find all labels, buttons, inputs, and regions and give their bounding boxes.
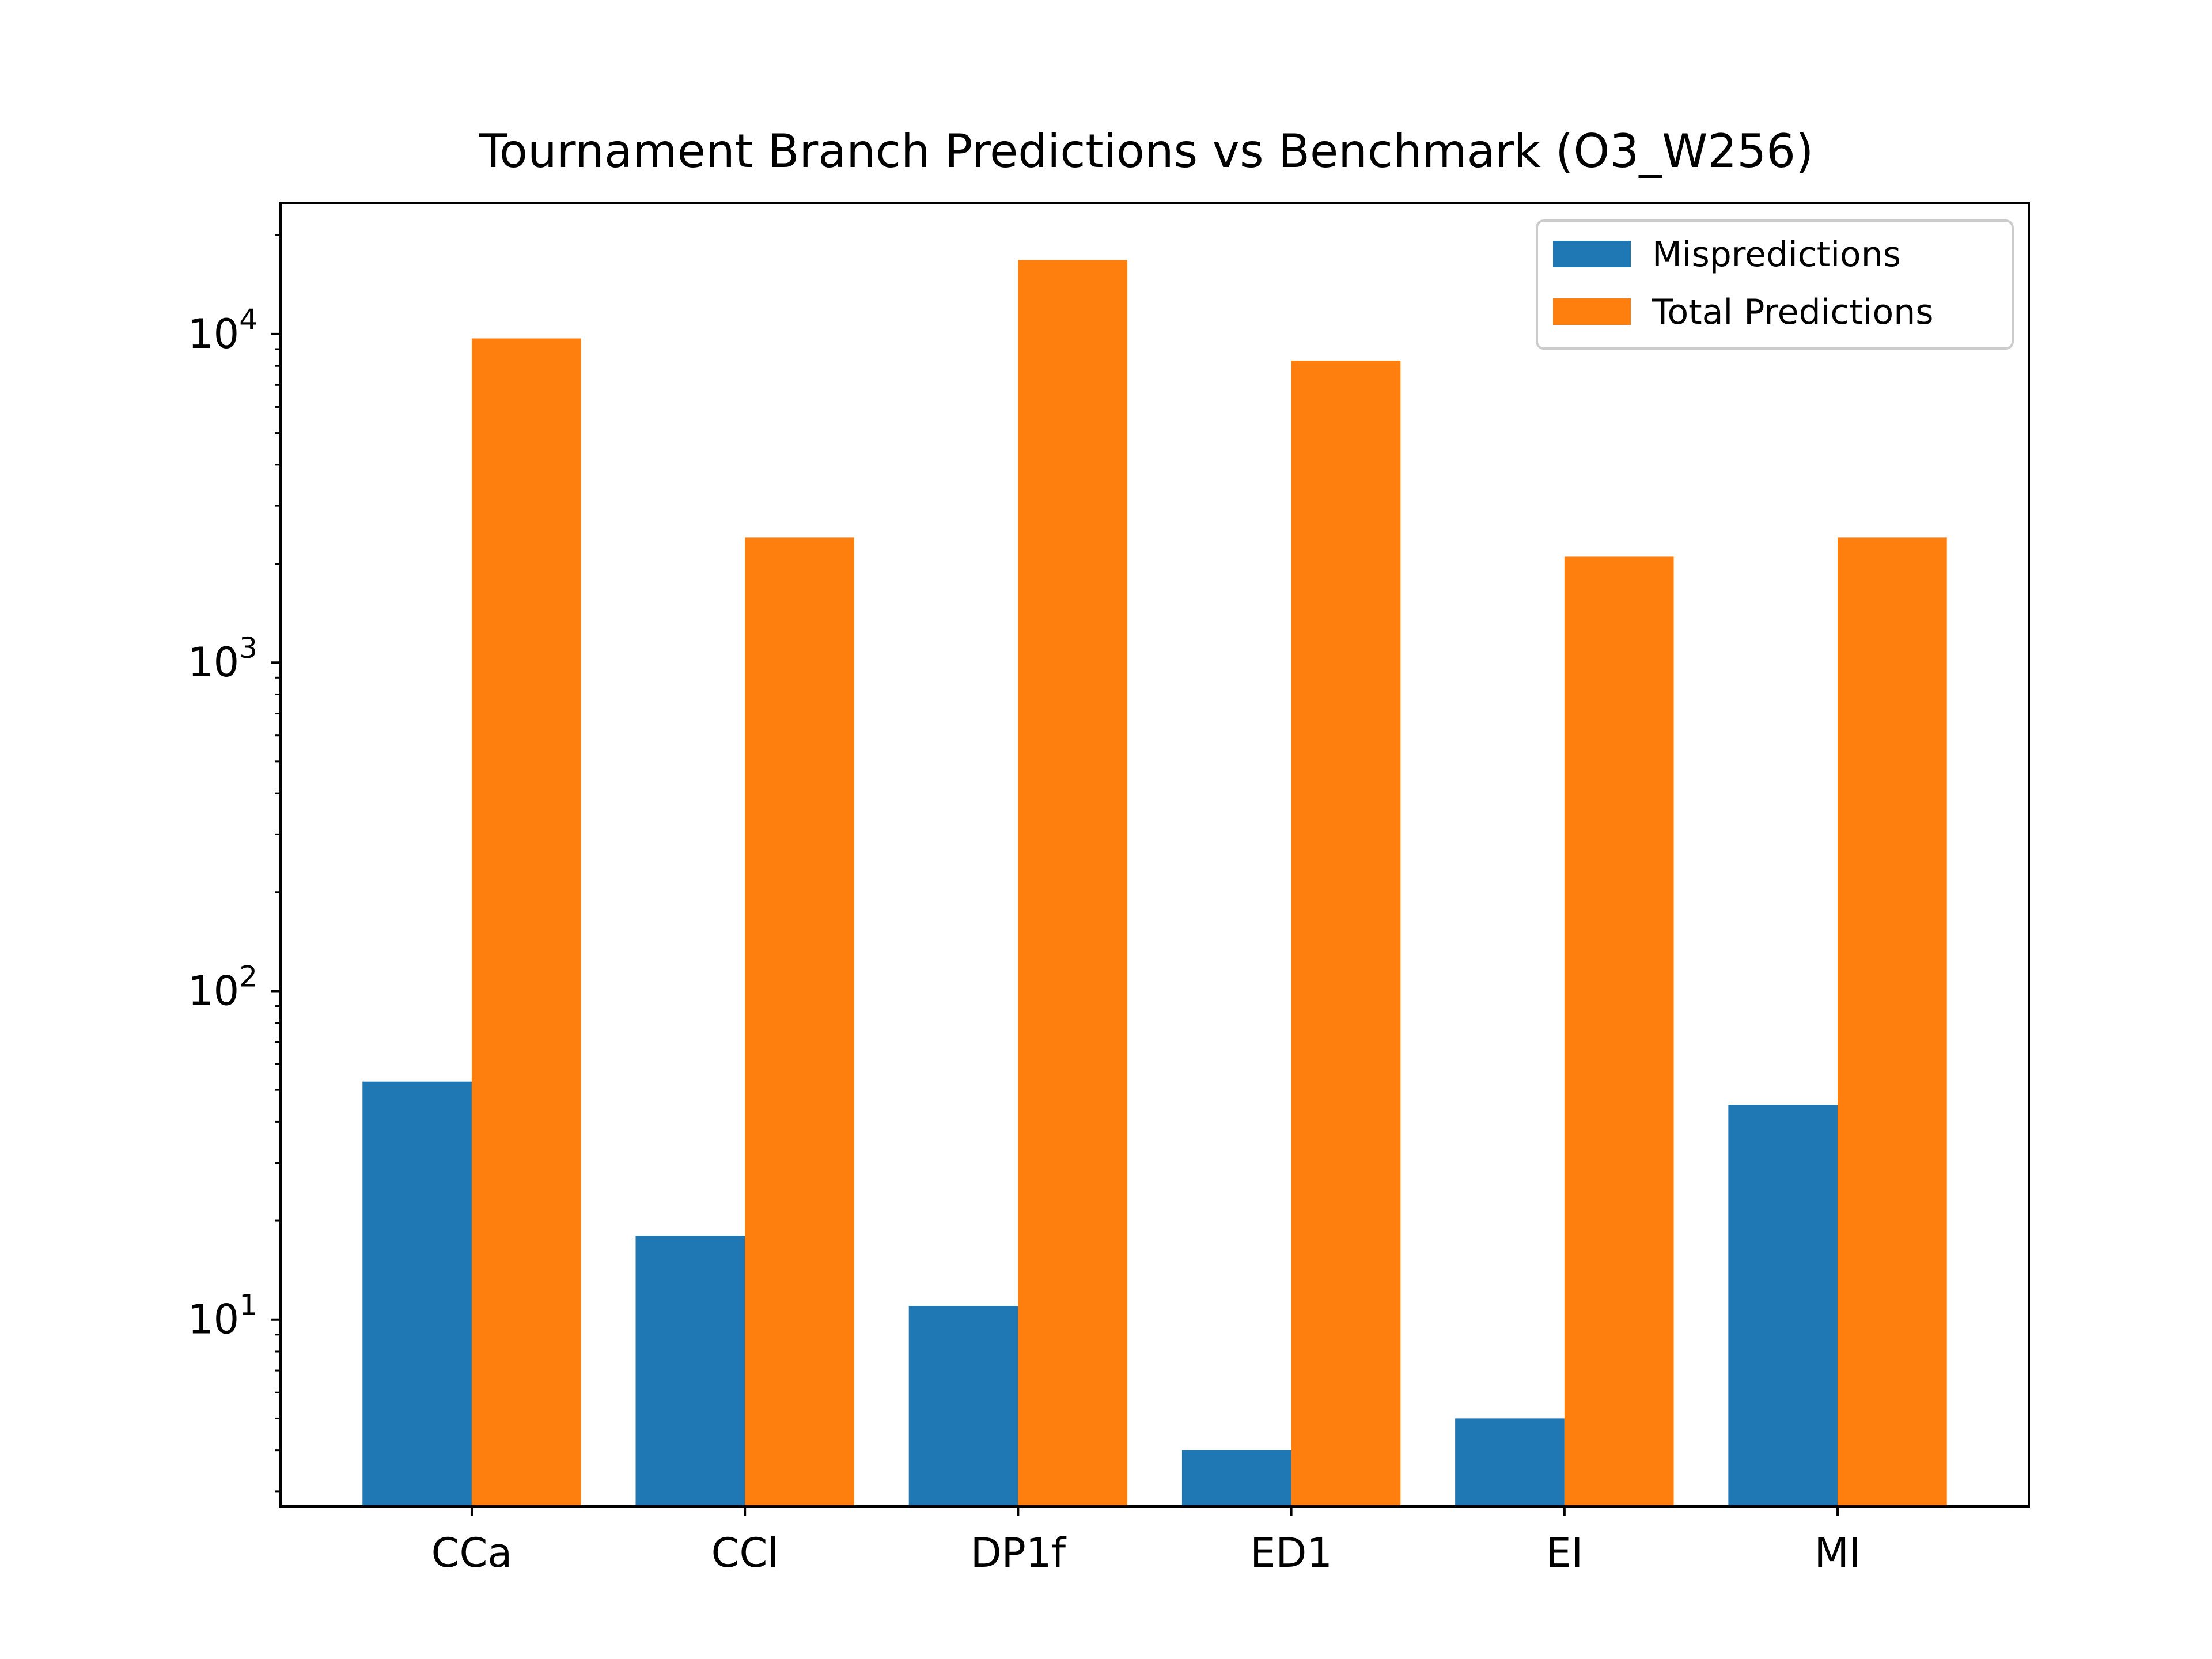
x-tick-label-ccl: CCl bbox=[711, 1529, 779, 1577]
y-tick-label-10: 101 bbox=[188, 1289, 257, 1343]
legend-label-total-predictions: Total Predictions bbox=[1652, 292, 1934, 332]
chart-title: Tournament Branch Predictions vs Benchma… bbox=[479, 124, 1814, 178]
x-tick-label-cca: CCa bbox=[431, 1529, 513, 1577]
bar-total-predictions-dp1f bbox=[1018, 260, 1128, 1506]
legend-box bbox=[1536, 219, 2014, 350]
plot-area bbox=[362, 260, 1947, 1507]
bar-mispredictions-dp1f bbox=[908, 1306, 1018, 1506]
legend: Mispredictions Total Predictions bbox=[1536, 219, 2014, 350]
x-tick-label-mi: MI bbox=[1815, 1529, 1861, 1577]
bar-mispredictions-ccl bbox=[635, 1236, 745, 1506]
bar-mispredictions-cca bbox=[362, 1081, 472, 1506]
x-tick-label-dp1f: DP1f bbox=[971, 1529, 1067, 1577]
bar-mispredictions-ei bbox=[1455, 1418, 1565, 1506]
x-tick-label-ed1: ED1 bbox=[1250, 1529, 1332, 1577]
x-tick-label-ei: EI bbox=[1546, 1529, 1583, 1577]
bar-total-predictions-ccl bbox=[745, 537, 854, 1506]
y-tick-label-100: 102 bbox=[188, 960, 257, 1014]
axes: CCa CCl DP1f ED1 EI MI 101 102 103 104 bbox=[188, 202, 2030, 1577]
legend-swatch-mispredictions bbox=[1553, 241, 1631, 267]
legend-swatch-total-predictions bbox=[1553, 298, 1631, 325]
bar-mispredictions-mi bbox=[1728, 1105, 1838, 1506]
bar-total-predictions-mi bbox=[1838, 537, 1947, 1506]
bar-mispredictions-ed1 bbox=[1181, 1450, 1291, 1506]
y-tick-label-1000: 103 bbox=[188, 631, 257, 686]
bar-total-predictions-cca bbox=[471, 338, 581, 1507]
legend-label-mispredictions: Mispredictions bbox=[1652, 234, 1901, 275]
y-tick-label-10000: 104 bbox=[188, 303, 257, 358]
bar-total-predictions-ed1 bbox=[1291, 361, 1401, 1506]
bar-total-predictions-ei bbox=[1564, 556, 1674, 1506]
plot-frame bbox=[279, 202, 2030, 1508]
